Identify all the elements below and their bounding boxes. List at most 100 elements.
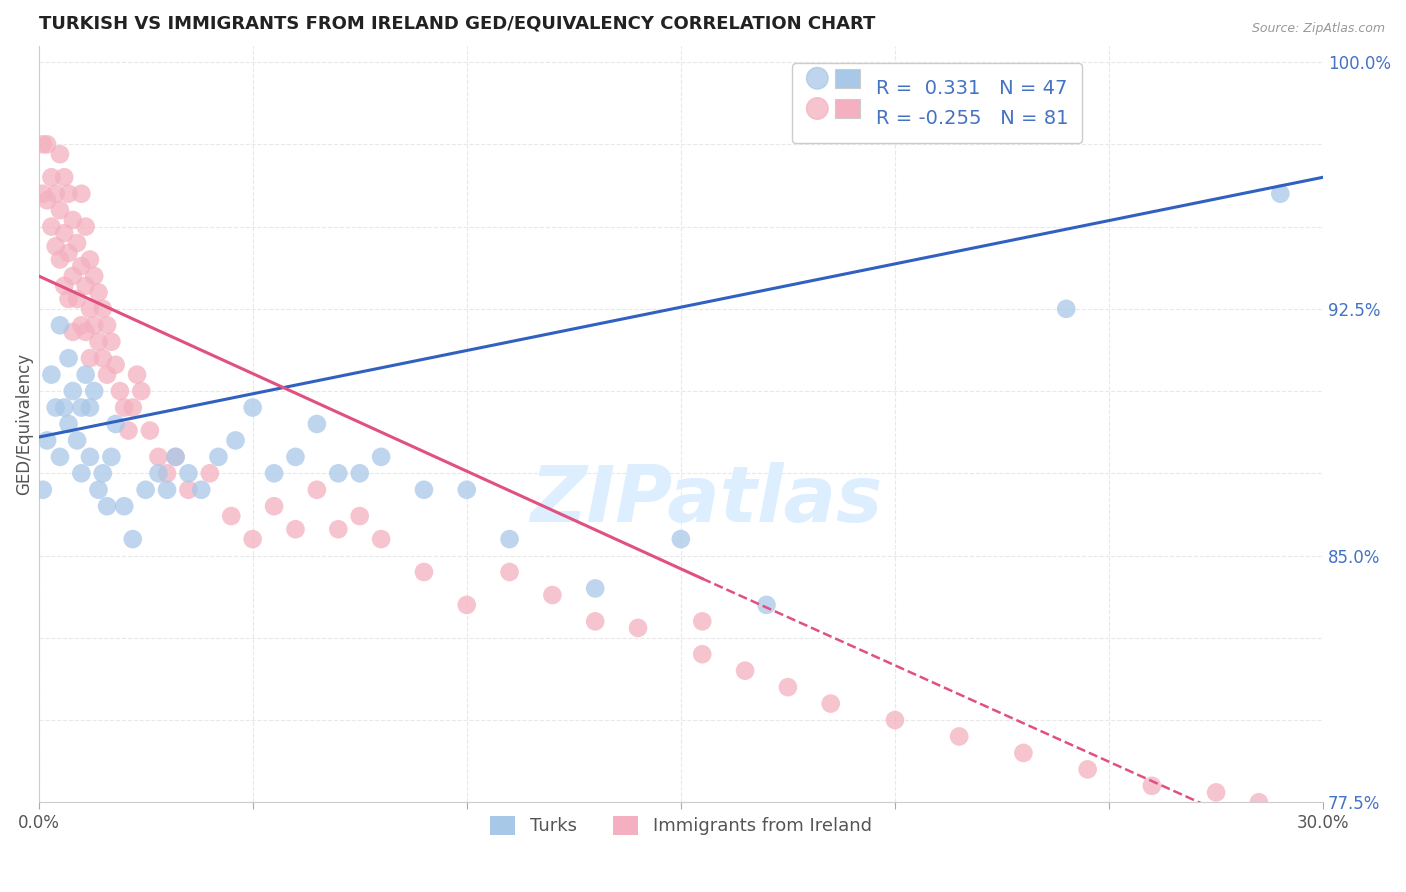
Point bbox=[328, 522, 350, 536]
Point bbox=[104, 358, 127, 372]
Point bbox=[45, 239, 67, 253]
Point bbox=[776, 680, 799, 694]
Point bbox=[66, 434, 89, 448]
Point bbox=[83, 384, 105, 398]
Point bbox=[100, 450, 122, 464]
Point bbox=[669, 532, 692, 546]
Point bbox=[49, 252, 72, 267]
Point bbox=[96, 318, 118, 333]
Point bbox=[79, 401, 101, 415]
Point bbox=[284, 522, 307, 536]
Point bbox=[100, 334, 122, 349]
Point bbox=[242, 401, 264, 415]
Point bbox=[219, 509, 242, 524]
Point bbox=[58, 246, 80, 260]
Point bbox=[541, 588, 564, 602]
Point bbox=[225, 434, 247, 448]
Point bbox=[456, 483, 478, 497]
Point bbox=[37, 137, 59, 152]
Point bbox=[45, 186, 67, 201]
Point bbox=[31, 186, 53, 201]
Point bbox=[70, 186, 93, 201]
Point bbox=[583, 615, 606, 629]
Point bbox=[31, 483, 53, 497]
Point bbox=[53, 278, 76, 293]
Point bbox=[177, 483, 200, 497]
Point bbox=[884, 713, 907, 727]
Point bbox=[62, 213, 84, 227]
Point bbox=[58, 186, 80, 201]
Point bbox=[284, 450, 307, 464]
Point bbox=[413, 483, 436, 497]
Point bbox=[75, 368, 97, 382]
Point bbox=[53, 226, 76, 240]
Point bbox=[53, 170, 76, 185]
Y-axis label: GED/Equivalency: GED/Equivalency bbox=[15, 353, 32, 495]
Point bbox=[498, 565, 520, 579]
Point bbox=[148, 450, 170, 464]
Point bbox=[125, 368, 148, 382]
Point bbox=[131, 384, 153, 398]
Point bbox=[87, 285, 110, 300]
Point bbox=[121, 401, 143, 415]
Point bbox=[263, 499, 285, 513]
Point bbox=[948, 730, 970, 744]
Point bbox=[1247, 795, 1270, 809]
Point bbox=[112, 401, 135, 415]
Point bbox=[156, 483, 179, 497]
Point bbox=[79, 351, 101, 366]
Point bbox=[83, 318, 105, 333]
Point bbox=[139, 424, 162, 438]
Point bbox=[627, 621, 650, 635]
Point bbox=[135, 483, 157, 497]
Point bbox=[87, 334, 110, 349]
Point bbox=[49, 203, 72, 218]
Point bbox=[49, 450, 72, 464]
Point bbox=[37, 434, 59, 448]
Point bbox=[1077, 763, 1099, 777]
Point bbox=[62, 325, 84, 339]
Point bbox=[79, 450, 101, 464]
Point bbox=[41, 170, 63, 185]
Point bbox=[198, 467, 221, 481]
Text: Source: ZipAtlas.com: Source: ZipAtlas.com bbox=[1251, 22, 1385, 36]
Point bbox=[91, 351, 114, 366]
Point bbox=[104, 417, 127, 431]
Point bbox=[156, 467, 179, 481]
Point bbox=[1054, 301, 1077, 316]
Point bbox=[31, 137, 53, 152]
Point bbox=[165, 450, 187, 464]
Point bbox=[690, 647, 713, 661]
Point bbox=[305, 483, 328, 497]
Point bbox=[583, 582, 606, 596]
Text: ZIPatlas: ZIPatlas bbox=[530, 462, 883, 538]
Point bbox=[66, 292, 89, 306]
Point bbox=[49, 318, 72, 333]
Point bbox=[58, 417, 80, 431]
Point bbox=[62, 384, 84, 398]
Point bbox=[108, 384, 131, 398]
Point bbox=[328, 467, 350, 481]
Point bbox=[190, 483, 212, 497]
Point bbox=[75, 278, 97, 293]
Point bbox=[45, 401, 67, 415]
Point bbox=[83, 268, 105, 283]
Point bbox=[1140, 779, 1163, 793]
Point bbox=[242, 532, 264, 546]
Point bbox=[96, 499, 118, 513]
Point bbox=[1270, 186, 1292, 201]
Point bbox=[91, 467, 114, 481]
Point bbox=[79, 252, 101, 267]
Point bbox=[58, 292, 80, 306]
Point bbox=[1012, 746, 1035, 760]
Point bbox=[87, 483, 110, 497]
Point bbox=[49, 147, 72, 161]
Point bbox=[121, 532, 143, 546]
Point bbox=[70, 401, 93, 415]
Point bbox=[690, 615, 713, 629]
Point bbox=[112, 499, 135, 513]
Point bbox=[263, 467, 285, 481]
Point bbox=[62, 268, 84, 283]
Point bbox=[75, 325, 97, 339]
Point bbox=[66, 235, 89, 250]
